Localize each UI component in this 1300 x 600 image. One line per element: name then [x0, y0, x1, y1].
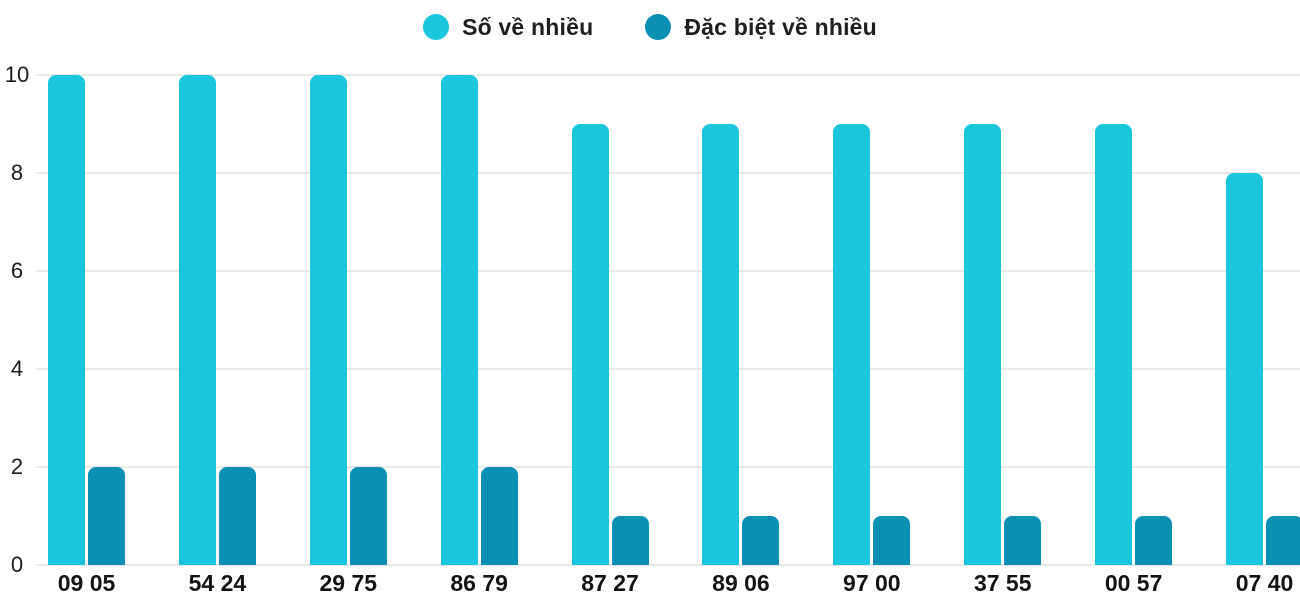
y-tick-label: 8 — [10, 160, 24, 185]
x-category-label: 29 75 — [319, 570, 378, 596]
legend-label-so-ve-nhieu: Số về nhiều — [462, 13, 594, 40]
legend-label-dac-biet-ve-nhieu: Đặc biệt về nhiều — [684, 13, 877, 40]
bar-so-ve-nhieu — [833, 124, 871, 565]
x-category-label: 89 06 — [712, 570, 770, 596]
legend-dot-dac-biet-ve-nhieu — [645, 14, 672, 40]
x-category-label: 86 79 — [450, 570, 508, 596]
y-tick-label: 6 — [10, 258, 24, 283]
y-tick-label: 2 — [10, 454, 24, 479]
bar-dac-biet-ve-nhieu — [349, 467, 387, 565]
legend-item-dac-biet-ve-nhieu: Đặc biệt về nhiều — [645, 14, 877, 41]
bar-so-ve-nhieu — [1095, 124, 1133, 565]
x-category-label: 00 57 — [1104, 570, 1163, 596]
gridline — [36, 172, 1300, 174]
x-category-label: 09 05 — [57, 570, 116, 596]
gridline — [36, 368, 1300, 370]
y-tick-label: 4 — [10, 356, 24, 381]
bar-so-ve-nhieu — [1226, 173, 1263, 565]
bar-dac-biet-ve-nhieu — [611, 516, 649, 565]
y-tick-label: 0 — [10, 552, 24, 577]
x-category-label: 54 24 — [188, 570, 247, 596]
bar-so-ve-nhieu — [702, 124, 740, 565]
bar-dac-biet-ve-nhieu — [218, 467, 256, 565]
y-tick-label: 10 — [4, 62, 30, 87]
chart-legend: Số về nhiều Đặc biệt về nhiều — [0, 8, 1300, 46]
bar-dac-biet-ve-nhieu — [1004, 516, 1042, 565]
bar-so-ve-nhieu — [440, 75, 478, 565]
legend-item-so-ve-nhieu: Số về nhiều — [423, 14, 593, 41]
bar-so-ve-nhieu — [309, 75, 347, 565]
bar-dac-biet-ve-nhieu — [88, 467, 125, 565]
gridline — [36, 74, 1300, 76]
bar-so-ve-nhieu — [48, 75, 85, 565]
x-category-label: 87 27 — [581, 570, 639, 596]
x-category-label: 97 00 — [843, 570, 901, 596]
bar-dac-biet-ve-nhieu — [480, 467, 518, 565]
bar-so-ve-nhieu — [964, 124, 1002, 565]
x-category-label: 37 55 — [973, 570, 1032, 596]
gridline — [36, 564, 1300, 566]
legend-dot-so-ve-nhieu — [423, 14, 450, 40]
bar-dac-biet-ve-nhieu — [1135, 516, 1173, 565]
bar-dac-biet-ve-nhieu — [873, 516, 911, 565]
gridline — [36, 270, 1300, 272]
gridline — [36, 466, 1300, 468]
bar-dac-biet-ve-nhieu — [742, 516, 780, 565]
bar-so-ve-nhieu — [178, 75, 216, 565]
bar-dac-biet-ve-nhieu — [1266, 516, 1300, 565]
bar-so-ve-nhieu — [571, 124, 609, 565]
x-category-label: 07 40 — [1235, 570, 1294, 596]
